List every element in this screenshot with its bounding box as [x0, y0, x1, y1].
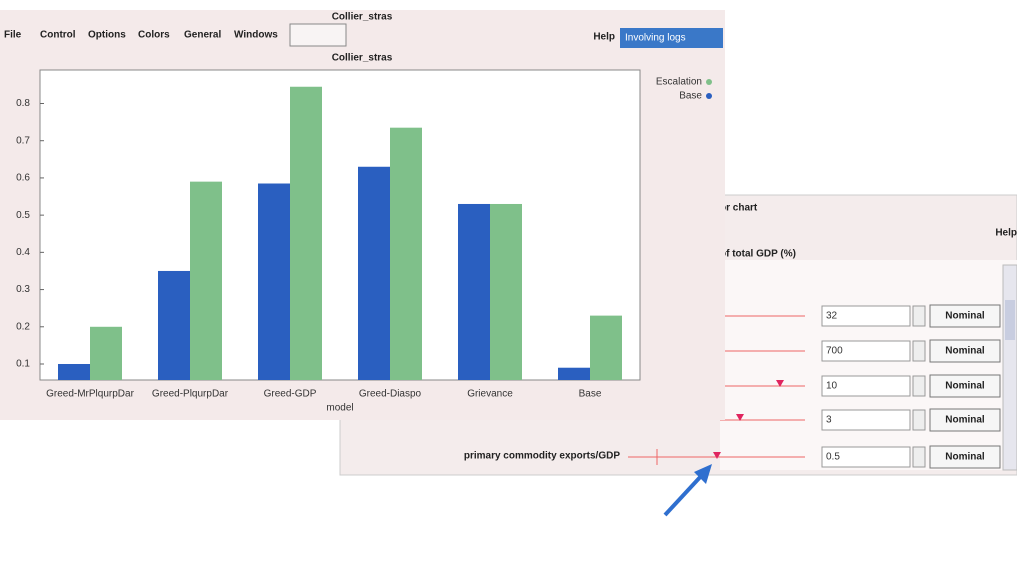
bar — [390, 127, 422, 380]
input-value[interactable]: 32 — [826, 311, 838, 322]
panel-help[interactable]: Help — [995, 228, 1017, 239]
input-value[interactable]: 3 — [826, 415, 832, 426]
button[interactable] — [929, 339, 1001, 363]
panel-body — [720, 260, 1017, 470]
help-button[interactable] — [289, 23, 347, 47]
arrow — [663, 472, 705, 517]
y-tick-label: 0.6 — [16, 173, 30, 184]
bar — [358, 166, 390, 380]
legend-marker — [706, 93, 712, 99]
scrollbar[interactable] — [1002, 264, 1017, 471]
x-tick-label: Grievance — [467, 389, 513, 400]
bar — [590, 315, 622, 380]
spinner[interactable] — [912, 305, 926, 327]
bar — [190, 181, 222, 380]
text-input[interactable] — [821, 446, 911, 468]
text-input[interactable] — [821, 409, 911, 431]
menu-item[interactable]: Options — [88, 30, 126, 41]
x-axis-label: model — [326, 403, 353, 414]
menu-item[interactable]: Windows — [234, 30, 278, 41]
bar — [290, 86, 322, 380]
x-tick-label: Greed-Diaspo — [359, 389, 422, 400]
plot-area — [39, 69, 641, 381]
button[interactable] — [929, 304, 1001, 328]
bar — [558, 367, 590, 380]
slider-thumb[interactable] — [713, 452, 721, 459]
bar — [490, 203, 522, 380]
x-tick-label: Base — [579, 389, 602, 400]
panel-title: or chart — [720, 203, 758, 214]
main-window: Collier_stras File Control Options Colors Ge… — [0, 10, 725, 420]
text-input[interactable] — [821, 340, 911, 362]
text-input[interactable] — [821, 305, 911, 327]
legend-marker — [706, 79, 712, 85]
spinner[interactable] — [912, 446, 926, 468]
row-label: primary commodity exports/GDP — [464, 451, 620, 462]
button[interactable] — [929, 374, 1001, 398]
help-link[interactable]: Help — [593, 32, 615, 43]
input-value[interactable]: 700 — [826, 346, 843, 357]
button-label[interactable]: Nominal — [945, 311, 985, 322]
y-tick-label: 0.1 — [16, 359, 30, 370]
spinner[interactable] — [912, 375, 926, 397]
y-tick-label: 0.3 — [16, 284, 30, 295]
menu-item[interactable]: Control — [40, 30, 76, 41]
tab[interactable] — [620, 28, 723, 48]
button-label[interactable]: Nominal — [945, 452, 985, 463]
bar — [258, 183, 290, 380]
bar — [458, 203, 490, 380]
legend-label: Base — [679, 91, 702, 102]
button-label[interactable]: Nominal — [945, 415, 985, 426]
spinner[interactable] — [912, 340, 926, 362]
bar — [90, 326, 122, 380]
button-label[interactable]: Nominal — [945, 381, 985, 392]
x-tick-label: Greed-MrPlqurpDar — [46, 389, 134, 400]
menu-item[interactable]: File — [4, 30, 22, 41]
bar — [58, 363, 90, 380]
y-tick-label: 0.2 — [16, 321, 30, 332]
slider-thumb[interactable] — [736, 414, 744, 421]
chart-title: Collier_stras — [332, 53, 393, 64]
menu-item[interactable]: Colors — [138, 30, 170, 41]
scroll-thumb[interactable] — [1005, 300, 1015, 340]
panel-section: of total GDP (%) — [720, 249, 796, 260]
x-tick-label: Greed-GDP — [264, 389, 317, 400]
arrow-head — [694, 464, 712, 484]
y-tick-label: 0.5 — [16, 210, 30, 221]
y-tick-label: 0.8 — [16, 98, 30, 109]
y-tick-label: 0.4 — [16, 247, 30, 258]
menu-item[interactable]: General — [184, 30, 221, 41]
tab-label[interactable]: Involving logs — [625, 33, 686, 44]
y-tick-label: 0.7 — [16, 135, 30, 146]
spinner[interactable] — [912, 409, 926, 431]
button-label[interactable]: Nominal — [945, 346, 985, 357]
button[interactable] — [929, 408, 1001, 432]
input-value[interactable]: 10 — [826, 381, 838, 392]
text-input[interactable] — [821, 375, 911, 397]
x-tick-label: Greed-PlqurpDar — [152, 389, 229, 400]
input-value[interactable]: 0.5 — [826, 452, 840, 463]
bar — [158, 270, 190, 380]
slider-thumb[interactable] — [776, 380, 784, 387]
button[interactable] — [929, 445, 1001, 469]
window-title: Collier_stras — [332, 12, 393, 23]
legend-label: Escalation — [656, 77, 702, 88]
